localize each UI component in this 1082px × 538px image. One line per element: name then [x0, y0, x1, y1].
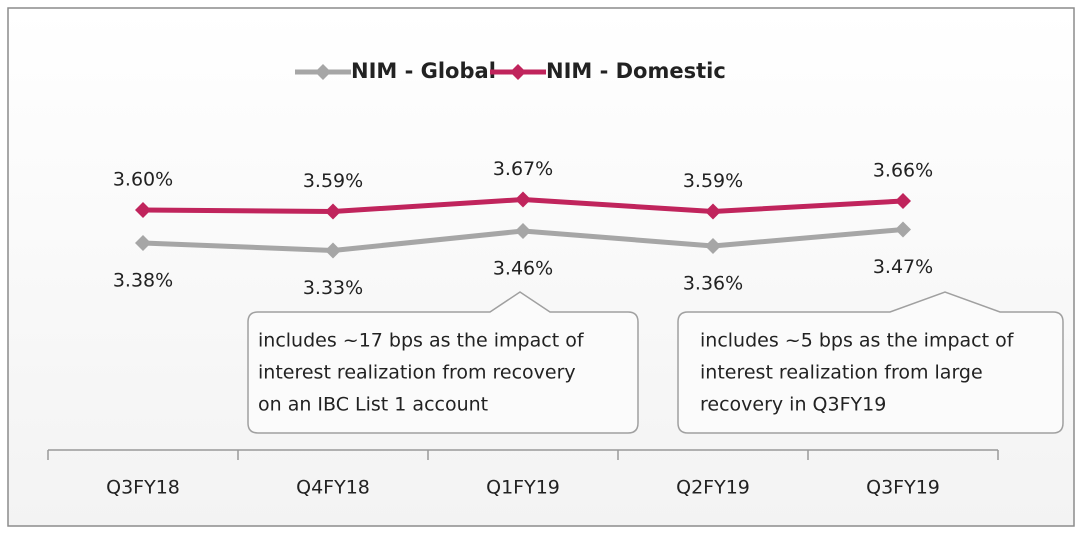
x-tick-label: Q4FY18	[296, 477, 370, 499]
data-label: 3.47%	[873, 256, 933, 278]
annotation-text: on an IBC List 1 account	[258, 394, 488, 416]
legend-marker	[315, 64, 331, 80]
legend-marker	[510, 64, 526, 80]
x-tick-label: Q1FY19	[486, 477, 560, 499]
data-label: 3.46%	[493, 258, 553, 280]
point	[705, 238, 721, 254]
data-label: 3.38%	[113, 270, 173, 292]
annotation-text: recovery in Q3FY19	[700, 394, 886, 416]
chart-frame	[7, 7, 1075, 527]
annotation-text: includes ~17 bps as the impact of	[258, 330, 585, 352]
data-label: 3.33%	[303, 277, 363, 299]
point	[325, 242, 341, 259]
data-label: 3.36%	[683, 273, 743, 295]
data-label: 3.66%	[873, 160, 933, 182]
legend-label: NIM - Global	[351, 59, 496, 83]
data-label: 3.67%	[493, 158, 553, 180]
x-tick-label: Q2FY19	[676, 477, 750, 499]
data-label: 3.60%	[113, 169, 173, 191]
point	[135, 235, 151, 251]
data-label: 3.59%	[303, 170, 363, 192]
callout-box	[677, 291, 1064, 434]
callout-box	[247, 291, 639, 434]
annotation-text: includes ~5 bps as the impact of	[700, 330, 1015, 352]
point	[895, 193, 911, 209]
x-tick-label: Q3FY19	[866, 477, 940, 499]
point	[325, 203, 341, 220]
x-tick-label: Q3FY18	[106, 477, 180, 499]
point	[895, 221, 911, 238]
annotation-text: interest realization from large	[700, 362, 983, 384]
point	[135, 202, 151, 218]
point	[515, 191, 531, 208]
annotation-text: interest realization from recovery	[258, 362, 576, 384]
data-label: 3.59%	[683, 170, 743, 192]
legend-label: NIM - Domestic	[546, 59, 726, 83]
point	[515, 223, 531, 239]
point	[705, 203, 721, 220]
